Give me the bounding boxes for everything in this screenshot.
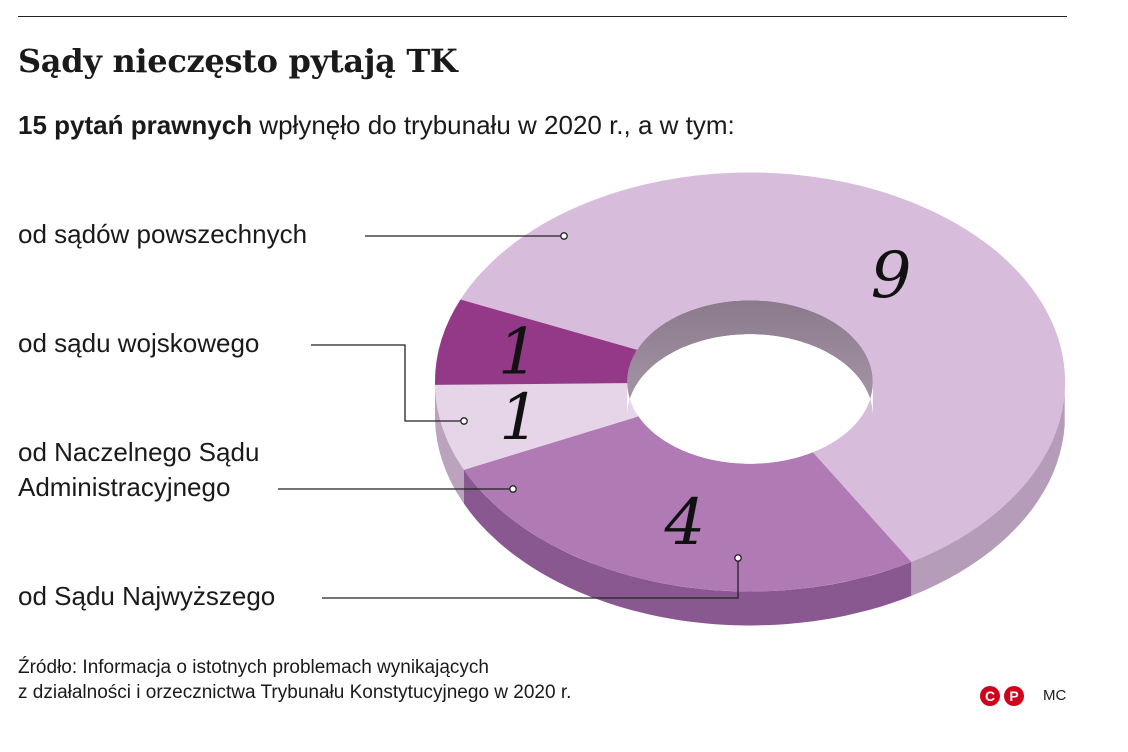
publisher-logo: C P [980,683,1024,709]
leader-nsa-dot [509,485,517,493]
label-sad-najwyzszy: od Sądu Najwyższego [18,581,276,611]
leader-najwyzszego [322,558,739,599]
donut-hole [627,334,873,464]
slice-2 [435,383,639,470]
author-initials: MC [1043,687,1067,704]
slice-1 [464,416,912,592]
label-nsa-line2: Administracyjnego [18,472,231,502]
logo-c-icon: C [980,686,1000,706]
subtitle-rest: wpłynęło do trybunału w 2020 r., a w tym… [252,110,735,140]
leader-wojskowego [311,344,464,422]
source-note: Źródło: Informacja o istotnych problemac… [18,655,571,705]
slice-value-1: 4 [663,486,705,560]
label-sad-wojskowy: od sądu wojskowego [18,328,260,358]
slice-3 [434,299,638,385]
chart-title: Sądy nieczęsto pytają TK [18,42,458,80]
subtitle-bold: 15 pytań prawnych [18,110,253,140]
slice-side-0 [911,391,1065,596]
slice-value-3: 1 [498,316,539,390]
source-line-2: z działalności i orzecznictwa Trybunału … [18,682,572,703]
leader-wojskowego-dot [460,417,468,425]
label-nsa-line1: od Naczelnego Sądu [18,437,260,467]
top-rule [18,16,1067,17]
leader-powszechnych-dot [560,232,568,240]
slice-side-2 [435,384,464,504]
donut-hole-wall [627,300,873,416]
chart-subtitle: 15 pytań prawnych wpłynęło do trybunału … [18,110,735,141]
slice-value-0: 9 [871,239,912,313]
slice-0 [460,172,1066,562]
slice-value-2: 1 [499,381,540,455]
source-line-1: Źródło: Informacja o istotnych problemac… [18,657,489,678]
leader-najwyzszego-dot [734,554,742,562]
label-sady-powszechne: od sądów powszechnych [18,219,308,249]
logo-p-icon: P [1004,686,1024,706]
slice-side-1 [464,469,912,626]
